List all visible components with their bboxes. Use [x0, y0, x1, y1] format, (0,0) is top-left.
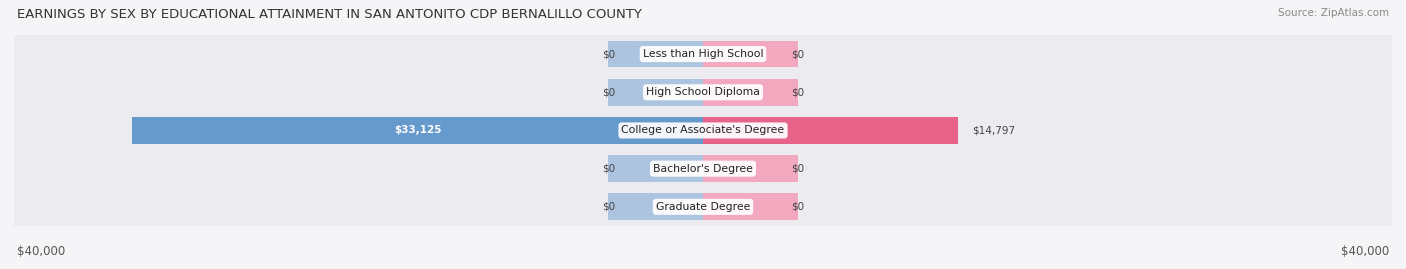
Bar: [132, 117, 703, 144]
FancyBboxPatch shape: [14, 73, 1392, 111]
Text: $0: $0: [602, 202, 616, 212]
Bar: [703, 41, 797, 68]
Text: High School Diploma: High School Diploma: [647, 87, 759, 97]
Bar: [703, 193, 797, 220]
FancyBboxPatch shape: [14, 111, 1392, 150]
Text: Graduate Degree: Graduate Degree: [655, 202, 751, 212]
Bar: [703, 79, 797, 106]
Text: $0: $0: [790, 164, 804, 174]
Text: EARNINGS BY SEX BY EDUCATIONAL ATTAINMENT IN SAN ANTONITO CDP BERNALILLO COUNTY: EARNINGS BY SEX BY EDUCATIONAL ATTAINMEN…: [17, 8, 641, 21]
Text: $0: $0: [790, 87, 804, 97]
Bar: [703, 117, 957, 144]
Text: $0: $0: [602, 87, 616, 97]
Text: Less than High School: Less than High School: [643, 49, 763, 59]
Text: $40,000: $40,000: [1341, 245, 1389, 258]
Bar: [609, 41, 703, 68]
FancyBboxPatch shape: [14, 35, 1392, 73]
Bar: [609, 193, 703, 220]
Text: Source: ZipAtlas.com: Source: ZipAtlas.com: [1278, 8, 1389, 18]
Text: $33,125: $33,125: [394, 125, 441, 136]
Text: $0: $0: [790, 202, 804, 212]
Text: $0: $0: [602, 49, 616, 59]
FancyBboxPatch shape: [14, 150, 1392, 188]
FancyBboxPatch shape: [14, 188, 1392, 226]
Bar: [609, 79, 703, 106]
Text: College or Associate's Degree: College or Associate's Degree: [621, 125, 785, 136]
Text: $0: $0: [602, 164, 616, 174]
Text: $14,797: $14,797: [972, 125, 1015, 136]
Text: $40,000: $40,000: [17, 245, 65, 258]
Bar: [703, 155, 797, 182]
Text: $0: $0: [790, 49, 804, 59]
Bar: [609, 155, 703, 182]
Text: Bachelor's Degree: Bachelor's Degree: [652, 164, 754, 174]
